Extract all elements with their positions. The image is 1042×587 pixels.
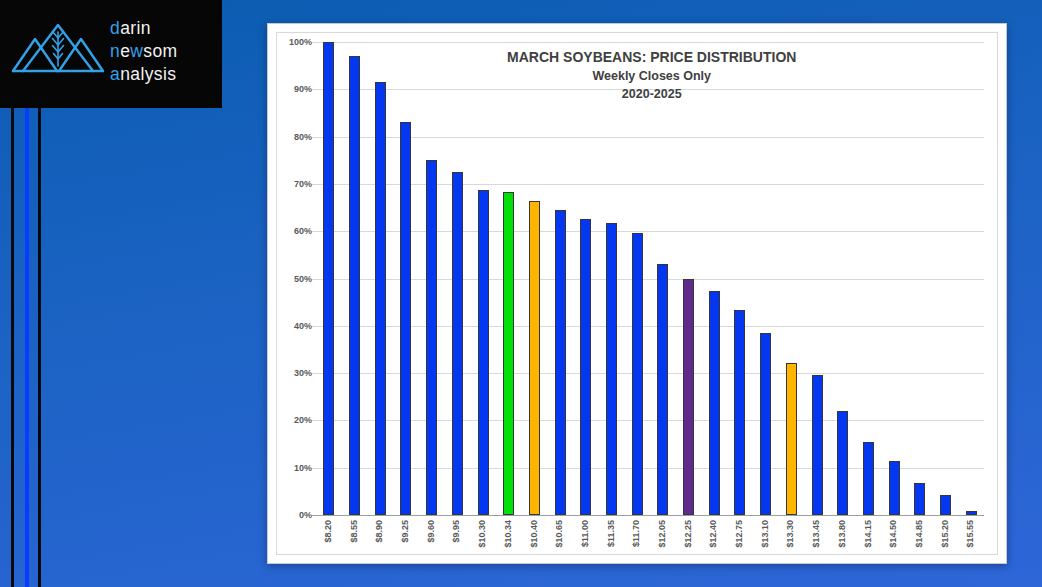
bar-11.70 (632, 233, 643, 515)
gridline (312, 184, 984, 185)
y-axis-tick-label: 80% (268, 132, 312, 143)
x-axis-tick-label: $13.30 (778, 520, 804, 564)
bar-10.40 (529, 201, 540, 515)
y-axis-tick-label: 40% (268, 321, 312, 332)
bar-12.75 (734, 310, 745, 515)
y-axis-tick-label: 60% (268, 226, 312, 237)
x-axis-tick-label: $10.40 (522, 520, 548, 564)
x-axis-tick-label: $10.30 (470, 520, 496, 564)
y-axis-tick-label: 20% (268, 415, 312, 426)
brand-wordmark: darinnewsomanalysis (110, 17, 178, 86)
x-axis-tick-label: $9.25 (393, 520, 419, 564)
x-axis-tick-label: $9.60 (419, 520, 445, 564)
y-axis-tick-label: 70% (268, 179, 312, 190)
y-axis-tick-label: 50% (268, 274, 312, 285)
bar-8.55 (349, 56, 360, 515)
chart-panel: MARCH SOYBEANS: PRICE DISTRIBUTION Weekl… (267, 23, 1007, 564)
gridline (312, 231, 984, 232)
x-axis-tick-label: $12.75 (727, 520, 753, 564)
slide-background: { "brand": { "accent_color": "#31a2e8", … (0, 0, 1042, 587)
bar-12.25 (683, 279, 694, 515)
brand-wordmark-line: analysis (110, 63, 178, 86)
bar-13.30 (786, 363, 797, 515)
accent-stripe-blue (25, 108, 29, 587)
chart-subtitle: Weekly Closes Only (507, 67, 796, 85)
x-axis-tick-label: $12.05 (650, 520, 676, 564)
gridline (312, 420, 984, 421)
bar-11.35 (606, 223, 617, 515)
mountains-wheat-logo-icon (10, 20, 106, 80)
chart-subtitle2: 2020-2025 (507, 85, 796, 103)
bar-13.45 (812, 375, 823, 515)
bar-8.90 (375, 82, 386, 515)
bar-10.30 (478, 190, 489, 515)
x-axis-tick-label: $8.90 (367, 520, 393, 564)
brand-wordmark-line: darin (110, 17, 178, 40)
gridline (312, 42, 984, 43)
x-axis-tick-label: $8.55 (342, 520, 368, 564)
x-axis-tick-label: $12.25 (676, 520, 702, 564)
x-axis-tick-label: $14.50 (881, 520, 907, 564)
x-axis-tick-label: $12.40 (701, 520, 727, 564)
brand-logo-box: darinnewsomanalysis (0, 0, 222, 108)
accent-stripe-black-1 (11, 108, 14, 587)
gridline (312, 373, 984, 374)
bar-8.20 (323, 42, 334, 515)
x-axis-tick-label: $10.34 (496, 520, 522, 564)
bar-11.00 (580, 219, 591, 515)
y-axis-tick-label: 0% (268, 510, 312, 521)
x-axis-tick-label: $10.65 (547, 520, 573, 564)
x-axis-tick-label: $11.35 (599, 520, 625, 564)
chart-title-block: MARCH SOYBEANS: PRICE DISTRIBUTION Weekl… (507, 48, 796, 103)
bar-12.05 (657, 264, 668, 515)
bar-15.55 (966, 511, 977, 515)
bar-9.95 (452, 172, 463, 515)
x-axis-tick-label: $13.10 (753, 520, 779, 564)
bar-13.80 (837, 411, 848, 515)
x-axis-tick-label: $14.15 (856, 520, 882, 564)
x-axis-tick-label: $15.20 (933, 520, 959, 564)
y-axis-tick-label: 30% (268, 368, 312, 379)
bar-9.60 (426, 160, 437, 515)
bar-13.10 (760, 333, 771, 515)
chart-title: MARCH SOYBEANS: PRICE DISTRIBUTION (507, 48, 796, 67)
x-axis-tick-label: $15.55 (958, 520, 984, 564)
y-axis-tick-label: 100% (268, 37, 312, 48)
bar-14.50 (889, 461, 900, 515)
bar-15.20 (940, 495, 951, 515)
brand-wordmark-line: newsom (110, 40, 178, 63)
x-axis-tick-label: $13.80 (830, 520, 856, 564)
x-axis-tick-label: $14.85 (907, 520, 933, 564)
x-axis-tick-label: $9.95 (444, 520, 470, 564)
x-axis-tick-label: $11.00 (573, 520, 599, 564)
bar-14.85 (914, 483, 925, 515)
gridline (312, 279, 984, 280)
bar-12.40 (709, 291, 720, 515)
bar-14.15 (863, 442, 874, 515)
gridline (312, 137, 984, 138)
bar-10.34 (503, 192, 514, 515)
y-axis-tick-label: 90% (268, 84, 312, 95)
y-axis-tick-label: 10% (268, 463, 312, 474)
gridline (312, 515, 984, 516)
x-axis-tick-label: $11.70 (624, 520, 650, 564)
accent-stripe-black-2 (38, 108, 41, 587)
bar-10.65 (555, 210, 566, 515)
x-axis-tick-label: $8.20 (316, 520, 342, 564)
x-axis-tick-label: $13.45 (804, 520, 830, 564)
gridline (312, 326, 984, 327)
gridline (312, 468, 984, 469)
bar-9.25 (400, 122, 411, 515)
